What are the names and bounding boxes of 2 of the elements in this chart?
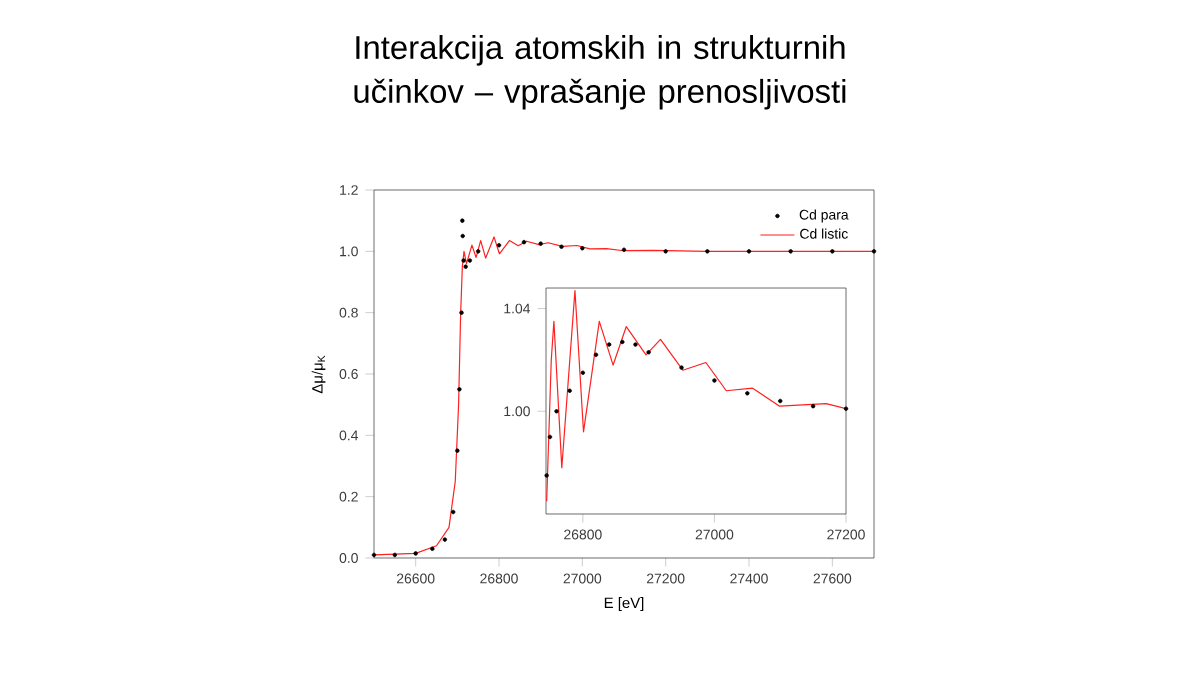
chart-title: Interakcija atomskih in strukturnih učinkov – vprašanje prenosljivosti (354, 35, 846, 110)
line-series (546, 289, 847, 502)
